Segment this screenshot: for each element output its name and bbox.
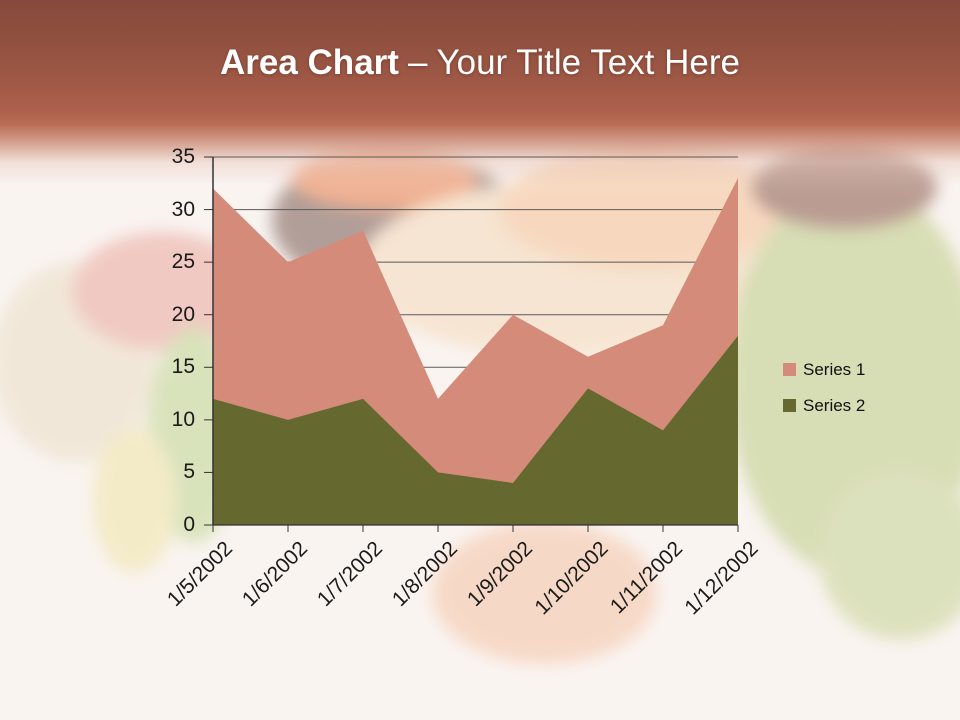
x-axis-tick-label: 1/9/2002 bbox=[463, 537, 538, 612]
chart-plot-area[interactable] bbox=[201, 156, 750, 534]
x-axis-tick-label: 1/6/2002 bbox=[238, 537, 313, 612]
legend-item-series-1[interactable]: Series 1 bbox=[783, 359, 865, 380]
y-axis-tick-label: 30 bbox=[171, 197, 195, 221]
x-axis-tick-label: 1/7/2002 bbox=[313, 537, 388, 612]
legend-swatch-series-1 bbox=[783, 363, 796, 376]
x-axis-tick-label: 1/11/2002 bbox=[606, 537, 688, 619]
photo-shrimp-blob bbox=[432, 522, 657, 664]
title-banner bbox=[0, 0, 960, 200]
x-axis-tick-label: 1/12/2002 bbox=[679, 537, 763, 620]
slide-title-bold: Area Chart bbox=[219, 43, 399, 82]
legend-label: Series 1 bbox=[803, 360, 866, 379]
slide-title[interactable]: Area Chart – Your Title Text Here bbox=[0, 42, 960, 84]
photo-avocado-roll-blob bbox=[818, 468, 960, 640]
y-axis-tick-label: 15 bbox=[171, 355, 195, 379]
y-axis-tick-label: 20 bbox=[171, 302, 195, 326]
y-axis-tick-label: 35 bbox=[171, 145, 195, 168]
y-axis-tick-label: 5 bbox=[183, 460, 195, 484]
legend-item-series-2[interactable]: Series 2 bbox=[783, 395, 865, 416]
x-axis-tick-label: 1/5/2002 bbox=[163, 537, 238, 612]
y-axis-tick-label: 0 bbox=[183, 513, 195, 536]
x-axis-tick-label: 1/8/2002 bbox=[388, 537, 463, 612]
x-axis-tick-label: 1/10/2002 bbox=[529, 537, 613, 620]
photo-lemon-blob bbox=[92, 428, 177, 573]
series-2-area[interactable] bbox=[213, 335, 738, 525]
chart-legend[interactable]: Series 1 Series 2 bbox=[783, 359, 865, 431]
y-axis-tick-label: 10 bbox=[171, 407, 195, 431]
slide-title-rest: – Your Title Text Here bbox=[407, 43, 740, 82]
legend-label: Series 2 bbox=[803, 396, 866, 415]
y-axis-tick-label: 25 bbox=[171, 250, 195, 274]
legend-swatch-series-2 bbox=[783, 399, 796, 412]
